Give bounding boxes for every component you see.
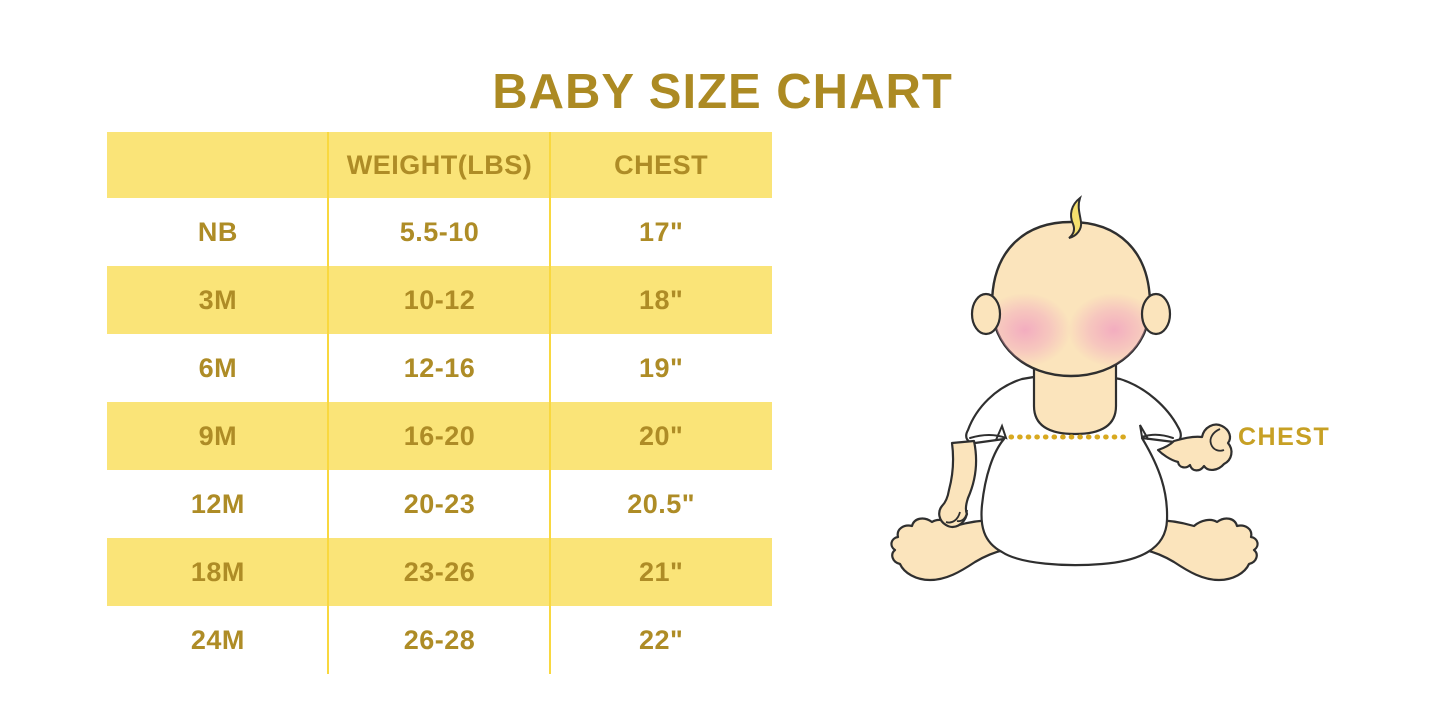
column-header-chest: CHEST <box>614 149 709 180</box>
weight-cell: 20-23 <box>403 488 476 519</box>
table-row: NB 5.5-10 17" <box>107 198 772 266</box>
size-cell: 12M <box>190 488 245 519</box>
sleeve-hem-lines <box>969 423 1174 441</box>
size-cell: 3M <box>198 284 238 315</box>
table-row: 6M 12-16 19" <box>107 334 772 402</box>
weight-cell: 12-16 <box>403 352 476 383</box>
weight-cell: 16-20 <box>403 420 476 451</box>
baby-right-arm <box>1156 423 1233 472</box>
table-row: 24M 26-28 22" <box>107 606 772 674</box>
column-divider-line <box>549 132 551 674</box>
chest-cell: 19" <box>638 352 684 383</box>
weight-cell: 26-28 <box>403 624 476 655</box>
chest-measurement-label: CHEST <box>1238 423 1331 451</box>
table-row: 9M 16-20 20" <box>107 402 772 470</box>
page-title: BABY SIZE CHART <box>492 64 953 119</box>
size-cell: NB <box>197 216 238 247</box>
size-cell: 6M <box>198 352 238 383</box>
column-header-size <box>107 132 329 198</box>
baby-drawing <box>890 195 1259 582</box>
baby-ears <box>970 292 1172 336</box>
column-divider-line <box>327 132 329 674</box>
chest-cell: 22" <box>638 624 684 655</box>
baby-size-table: WEIGHT(LBS) CHEST NB 5.5-10 17" 3M 10-12… <box>107 132 772 674</box>
chest-cell: 20.5" <box>627 488 696 519</box>
chest-cell: 21" <box>638 556 684 587</box>
weight-cell: 23-26 <box>403 556 476 587</box>
table-row: 18M 23-26 21" <box>107 538 772 606</box>
chest-cell: 17" <box>638 216 684 247</box>
table-row: 12M 20-23 20.5" <box>107 470 772 538</box>
size-cell: 18M <box>190 556 245 587</box>
baby-left-arm <box>938 439 978 529</box>
baby-illustration <box>880 180 1340 610</box>
baby-hair-tuft <box>1068 195 1083 239</box>
size-cell: 9M <box>198 420 238 451</box>
column-header-weight: WEIGHT(LBS) <box>346 149 533 180</box>
chest-cell: 18" <box>638 284 684 315</box>
table-row: 3M 10-12 18" <box>107 266 772 334</box>
weight-cell: 5.5-10 <box>399 216 480 247</box>
size-cell: 24M <box>190 624 245 655</box>
table-header-row: WEIGHT(LBS) CHEST <box>107 132 772 198</box>
chest-cell: 20" <box>638 420 684 451</box>
weight-cell: 10-12 <box>403 284 476 315</box>
